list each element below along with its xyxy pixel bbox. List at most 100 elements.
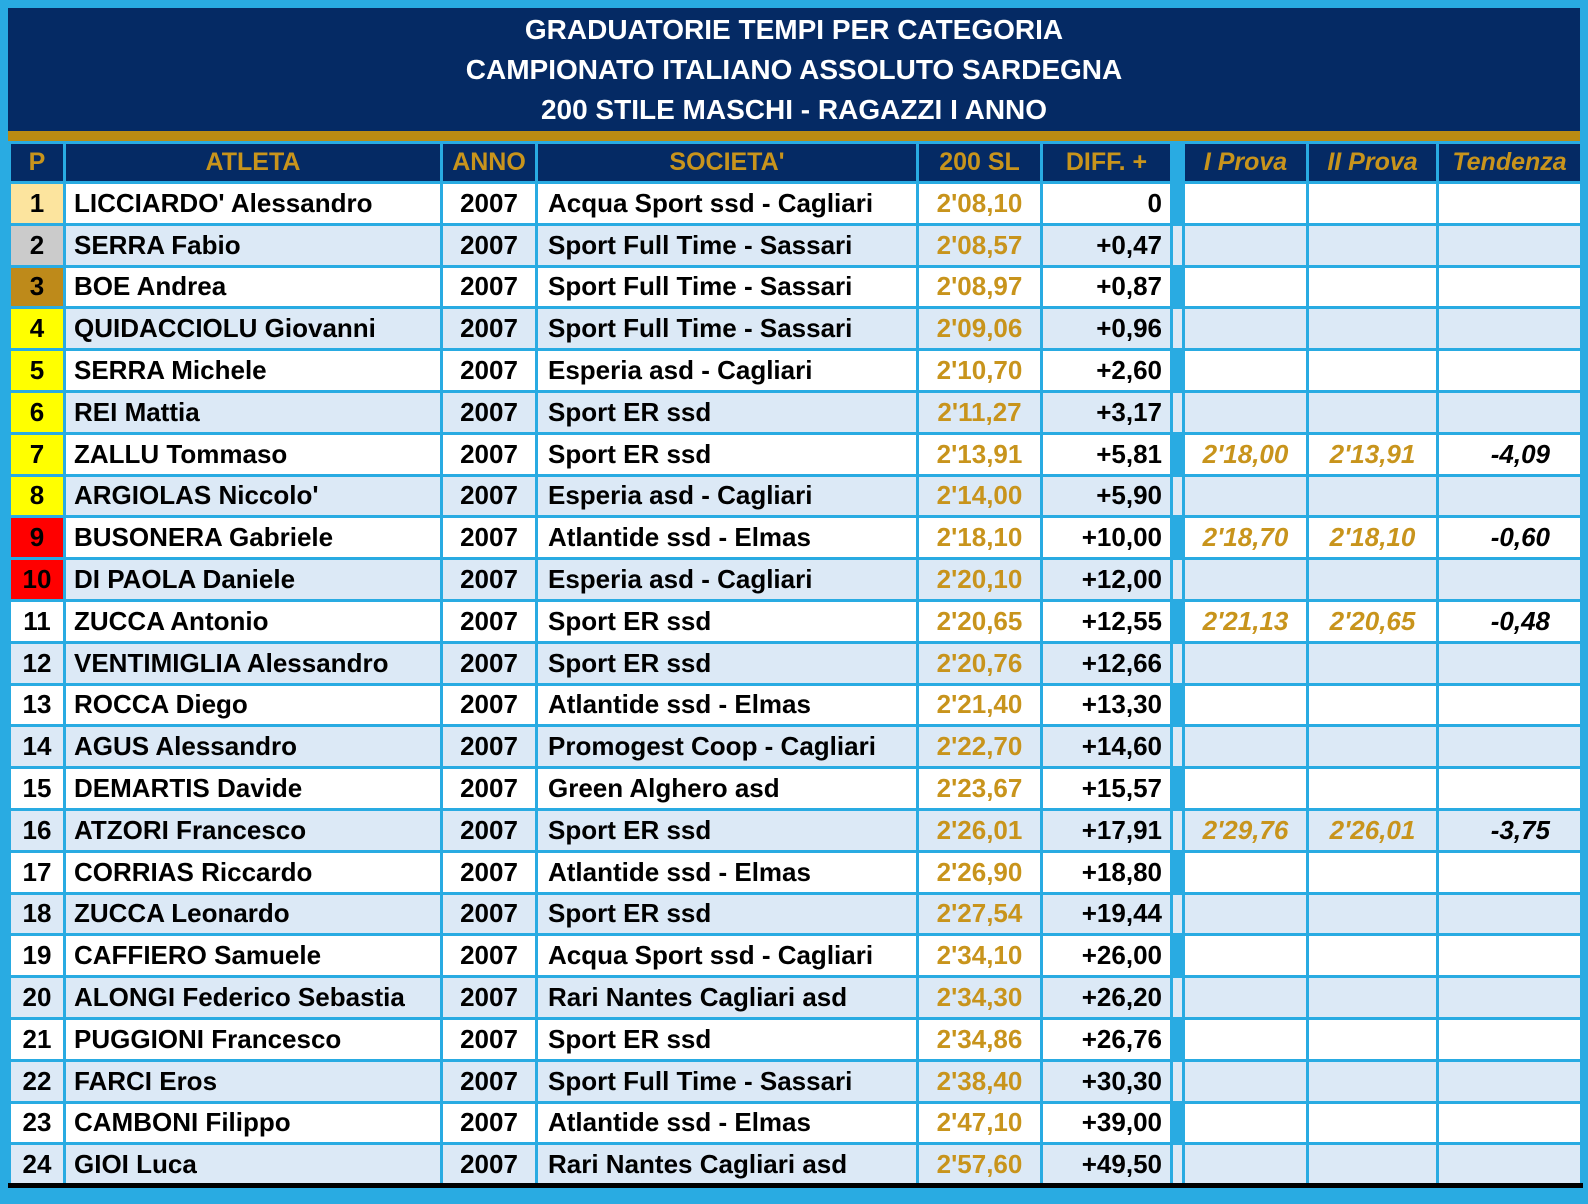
- trend-cell: [1436, 640, 1583, 686]
- second-trial-cell: 2'13,91: [1306, 431, 1439, 477]
- separator-cell: [1170, 975, 1185, 1020]
- second-trial-cell: [1306, 264, 1439, 310]
- gap-cell: +0,96: [1040, 306, 1173, 352]
- year-cell: 2007: [440, 557, 538, 602]
- year-cell: 2007: [440, 640, 538, 686]
- athlete-cell: AGUS Alessandro: [63, 724, 443, 770]
- year-cell: 2007: [440, 766, 538, 811]
- first-trial-cell: [1182, 389, 1309, 435]
- first-trial-cell: [1182, 473, 1309, 519]
- first-trial-cell: [1182, 306, 1309, 352]
- year-cell: 2007: [440, 1058, 538, 1104]
- gap-cell: +12,00: [1040, 557, 1173, 602]
- time-200sl-cell: 2'47,10: [916, 1100, 1043, 1146]
- first-trial-cell: [1182, 891, 1309, 937]
- first-trial-cell: [1182, 849, 1309, 895]
- separator-cell: [1170, 891, 1185, 937]
- first-trial-cell: [1182, 682, 1309, 728]
- table-header: P ATLETA ANNO SOCIETA' 200 SL DIFF. + I …: [8, 141, 1583, 184]
- year-cell: 2007: [440, 891, 538, 937]
- rank-cell: 14: [8, 724, 66, 770]
- time-200sl-cell: 2'18,10: [916, 515, 1043, 561]
- year-cell: 2007: [440, 807, 538, 853]
- gap-cell: +49,50: [1040, 1142, 1173, 1188]
- first-trial-cell: [1182, 348, 1309, 393]
- club-cell: Atlantide ssd - Elmas: [535, 682, 919, 728]
- second-trial-cell: [1306, 849, 1439, 895]
- time-200sl-cell: 2'34,30: [916, 975, 1043, 1020]
- header-societa: SOCIETA': [535, 141, 919, 184]
- athlete-cell: REI Mattia: [63, 389, 443, 435]
- trend-cell: [1436, 682, 1583, 728]
- separator-cell: [1170, 473, 1185, 519]
- athlete-cell: BOE Andrea: [63, 264, 443, 310]
- athlete-cell: CAMBONI Filippo: [63, 1100, 443, 1146]
- gap-cell: +15,57: [1040, 766, 1173, 811]
- year-cell: 2007: [440, 1100, 538, 1146]
- year-cell: 2007: [440, 515, 538, 561]
- time-200sl-cell: 2'26,90: [916, 849, 1043, 895]
- first-trial-cell: [1182, 1058, 1309, 1104]
- first-trial-cell: [1182, 933, 1309, 979]
- rank-cell: 13: [8, 682, 66, 728]
- club-cell: Atlantide ssd - Elmas: [535, 1100, 919, 1146]
- rankings-table: P ATLETA ANNO SOCIETA' 200 SL DIFF. + I …: [8, 141, 1583, 1189]
- athlete-cell: ZUCCA Antonio: [63, 598, 443, 644]
- second-trial-cell: [1306, 766, 1439, 811]
- table-row: 13 ROCCA Diego 2007 Atlantide ssd - Elmas 2'…: [8, 682, 1583, 728]
- second-trial-cell: 2'26,01: [1306, 807, 1439, 853]
- gap-cell: +3,17: [1040, 389, 1173, 435]
- athlete-cell: PUGGIONI Francesco: [63, 1016, 443, 1062]
- table-row: 12 VENTIMIGLIA Alessandro 2007 Sport ER ssd…: [8, 640, 1583, 686]
- table-row: 11 ZUCCA Antonio 2007 Sport ER ssd 2'20,65 +1…: [8, 598, 1583, 644]
- trend-cell: [1436, 891, 1583, 937]
- second-trial-cell: [1306, 975, 1439, 1020]
- second-trial-cell: [1306, 1100, 1439, 1146]
- table-row: 20 ALONGI Federico Sebastia 2007 Rari Nante…: [8, 975, 1583, 1020]
- first-trial-cell: 2'18,00: [1182, 431, 1309, 477]
- club-cell: Green Alghero asd: [535, 766, 919, 811]
- gap-cell: +30,30: [1040, 1058, 1173, 1104]
- athlete-cell: CAFFIERO Samuele: [63, 933, 443, 979]
- time-200sl-cell: 2'34,10: [916, 933, 1043, 979]
- table-row: 16 ATZORI Francesco 2007 Sport ER ssd 2'26,0…: [8, 807, 1583, 853]
- table-row: 9 BUSONERA Gabriele 2007 Atlantide ssd - El…: [8, 515, 1583, 561]
- athlete-cell: DEMARTIS Davide: [63, 766, 443, 811]
- table-row: 8 ARGIOLAS Niccolo' 2007 Esperia asd - Cagl…: [8, 473, 1583, 519]
- table-row: 24 GIOI Luca 2007 Rari Nantes Cagliari asd 2…: [8, 1142, 1583, 1188]
- title-block: GRADUATORIE TEMPI PER CATEGORIA CAMPIONA…: [8, 8, 1580, 131]
- rank-cell: 11: [8, 598, 66, 644]
- time-200sl-cell: 2'20,76: [916, 640, 1043, 686]
- separator-cell: [1170, 682, 1185, 728]
- athlete-cell: ARGIOLAS Niccolo': [63, 473, 443, 519]
- separator-cell: [1170, 598, 1185, 644]
- trend-cell: [1436, 1142, 1583, 1188]
- time-200sl-cell: 2'08,97: [916, 264, 1043, 310]
- club-cell: Sport ER ssd: [535, 598, 919, 644]
- second-trial-cell: [1306, 348, 1439, 393]
- year-cell: 2007: [440, 975, 538, 1020]
- gap-cell: +2,60: [1040, 348, 1173, 393]
- title-line-1: GRADUATORIE TEMPI PER CATEGORIA: [524, 13, 1064, 45]
- second-trial-cell: [1306, 682, 1439, 728]
- header-row: P ATLETA ANNO SOCIETA' 200 SL DIFF. + I …: [8, 141, 1583, 184]
- separator-cell: [1170, 933, 1185, 979]
- club-cell: Atlantide ssd - Elmas: [535, 515, 919, 561]
- trend-cell: [1436, 306, 1583, 352]
- rank-cell: 12: [8, 640, 66, 686]
- trend-cell: [1436, 181, 1583, 226]
- gap-cell: +18,80: [1040, 849, 1173, 895]
- separator-cell: [1170, 807, 1185, 853]
- table-row: 2 SERRA Fabio 2007 Sport Full Time - Sassar…: [8, 222, 1583, 268]
- first-trial-cell: [1182, 724, 1309, 770]
- club-cell: Esperia asd - Cagliari: [535, 473, 919, 519]
- club-cell: Sport ER ssd: [535, 1016, 919, 1062]
- gap-cell: +12,55: [1040, 598, 1173, 644]
- time-200sl-cell: 2'11,27: [916, 389, 1043, 435]
- year-cell: 2007: [440, 849, 538, 895]
- club-cell: Atlantide ssd - Elmas: [535, 849, 919, 895]
- club-cell: Acqua Sport ssd - Cagliari: [535, 933, 919, 979]
- rank-cell: 4: [8, 306, 66, 352]
- year-cell: 2007: [440, 598, 538, 644]
